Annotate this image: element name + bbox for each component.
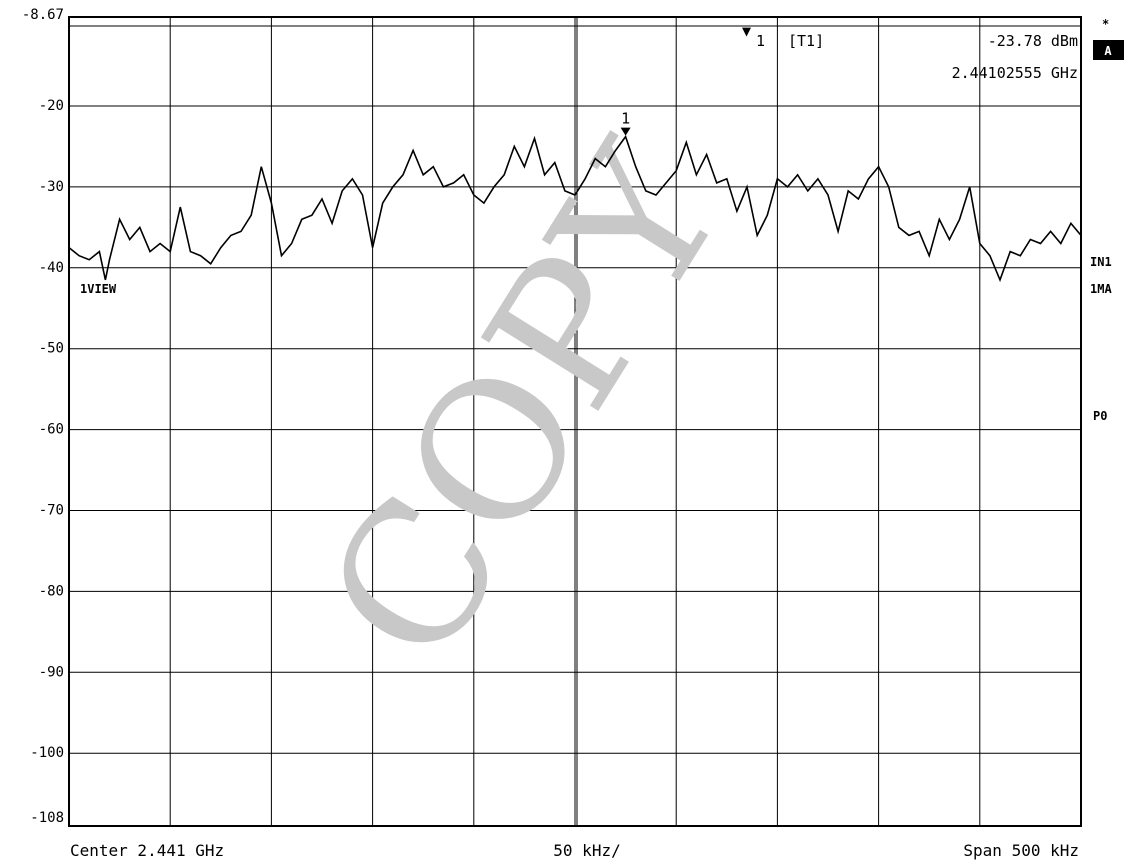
trace-a-badge-label: A	[1104, 44, 1112, 58]
readout-marker-icon: ▼	[742, 22, 751, 40]
y-tick-label: -100	[30, 745, 64, 761]
modified-star: *	[1102, 17, 1109, 31]
y-axis-ticks: -8.67 -20 -30 -40 -50 -60 -70 -80 -90 -100 -108	[22, 7, 64, 826]
y-tick-label: -60	[39, 422, 64, 438]
trace-a-badge	[1093, 40, 1124, 60]
frequency-per-division: 50 kHz/	[553, 841, 620, 860]
view-label: 1VIEW	[80, 282, 117, 296]
center-frequency: Center 2.441 GHz	[70, 841, 224, 860]
y-tick-label: -108	[30, 810, 64, 826]
span: Span 500 kHz	[963, 841, 1079, 860]
label-in1: IN1	[1090, 255, 1112, 269]
trace-1	[68, 134, 1082, 283]
copy-watermark: COPY	[284, 109, 767, 698]
y-tick-label: -50	[39, 341, 64, 357]
y-tick-label: -8.67	[22, 7, 64, 23]
grid-lines	[69, 17, 1081, 826]
readout-marker-id: 1	[756, 32, 765, 50]
readout-level: -23.78 dBm	[988, 32, 1078, 50]
marker-triangle-icon	[620, 127, 631, 136]
readout-trace: [T1]	[788, 32, 824, 50]
y-tick-label: -30	[39, 179, 64, 195]
label-1ma: 1MA	[1090, 282, 1112, 296]
y-tick-label: -80	[39, 583, 64, 599]
marker-1: 1	[620, 110, 631, 136]
label-p0: P0	[1093, 409, 1107, 423]
y-tick-label: -70	[39, 503, 64, 519]
y-tick-label: -20	[39, 98, 64, 114]
marker-label: 1	[621, 110, 630, 128]
y-tick-label: -40	[39, 260, 64, 276]
y-tick-label: -90	[39, 664, 64, 680]
readout-frequency: 2.44102555 GHz	[952, 64, 1078, 82]
